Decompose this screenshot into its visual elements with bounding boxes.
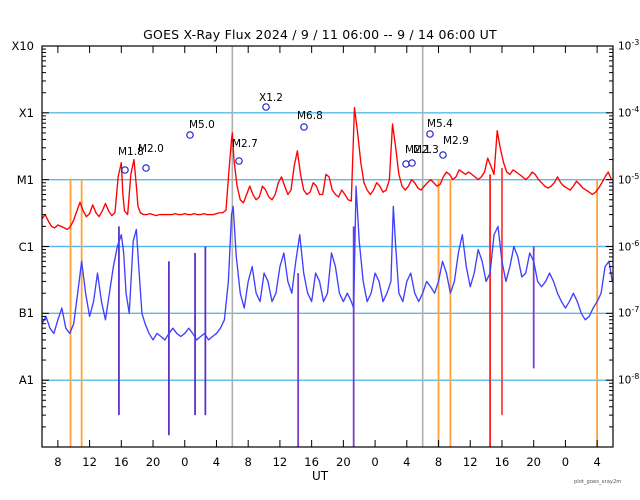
x-axis-label-14: 16 <box>494 455 510 469</box>
x-axis-label-16: 0 <box>561 455 570 469</box>
flare-marker-7 <box>408 159 416 167</box>
x-axis-label-1: 12 <box>82 455 97 469</box>
flare-label-M5-0: M5.0 <box>189 119 215 131</box>
flare-marker-0 <box>121 166 129 174</box>
flare-label-M2-3: M2.3 <box>413 144 439 156</box>
x-axis-label-7: 12 <box>272 455 288 469</box>
flare-label-M2-7: M2.7 <box>232 138 258 150</box>
flare-label-M5-4: M5.4 <box>427 118 453 130</box>
flare-marker-9 <box>439 151 447 159</box>
y-axis-label-b1: B1 <box>18 306 34 321</box>
y-axis-label-m1: M1 <box>16 172 34 187</box>
flare-marker-8 <box>426 130 434 138</box>
x-axis-label-2: 16 <box>113 455 129 469</box>
y-axis-label-a1: A1 <box>18 373 34 388</box>
page-title: GOES X-Ray Flux 2024 / 9 / 11 06:00 -- 9… <box>143 27 497 42</box>
flare-marker-5 <box>300 123 308 131</box>
x-axis-label-10: 0 <box>371 455 379 469</box>
y-axis-label-x1: X1 <box>18 105 34 120</box>
flare-label-M6-8: M6.8 <box>297 110 323 122</box>
x-axis-label-15: 20 <box>526 455 541 469</box>
x-axis-label-8: 16 <box>304 455 319 469</box>
x-axis-label-12: 8 <box>434 455 443 469</box>
y-axis-right-label-4: 10-7 <box>618 305 640 320</box>
flare-label-M2-0: M2.0 <box>138 143 164 155</box>
x-axis-label-3: 20 <box>145 455 161 469</box>
x-axis-label-17: 4 <box>593 455 601 469</box>
x-axis-label-0: 8 <box>54 455 62 469</box>
y-axis-right-label-3: 10-6 <box>618 238 640 254</box>
y-axis-right-label-2: 10-5 <box>618 171 640 187</box>
y-axis-right-label-5: 10-8 <box>618 372 640 387</box>
flare-label-X1-2: X1.2 <box>259 92 283 104</box>
series-line-1 <box>41 185 613 341</box>
x-axis-label-13: 12 <box>462 455 478 469</box>
x-axis-label-9: 20 <box>336 455 351 469</box>
x-axis-label-4: 0 <box>181 455 189 469</box>
series-line-0 <box>41 106 613 231</box>
x-axis-title: UT <box>311 469 329 483</box>
y-axis-label-c1: C1 <box>18 239 34 254</box>
flare-label-M2-9: M2.9 <box>443 135 469 147</box>
y-axis-right-label-0: 10-3 <box>618 38 640 53</box>
y-axis-right-label-1: 10-4 <box>618 104 640 120</box>
flare-marker-1 <box>142 164 150 172</box>
flare-label-M1-8: M1.8 <box>118 146 144 158</box>
flare-label-M2-1: M2.1 <box>405 144 431 156</box>
y-axis-label-x10: X10 <box>11 39 34 53</box>
credit-text: plot_goes_xray2m <box>574 479 622 485</box>
x-axis-label-11: 4 <box>403 455 411 469</box>
flare-marker-4 <box>262 103 270 111</box>
x-axis-label-5: 4 <box>212 455 221 469</box>
x-axis-label-6: 8 <box>244 455 252 469</box>
flare-marker-2 <box>186 131 194 139</box>
flare-marker-3 <box>235 157 243 165</box>
